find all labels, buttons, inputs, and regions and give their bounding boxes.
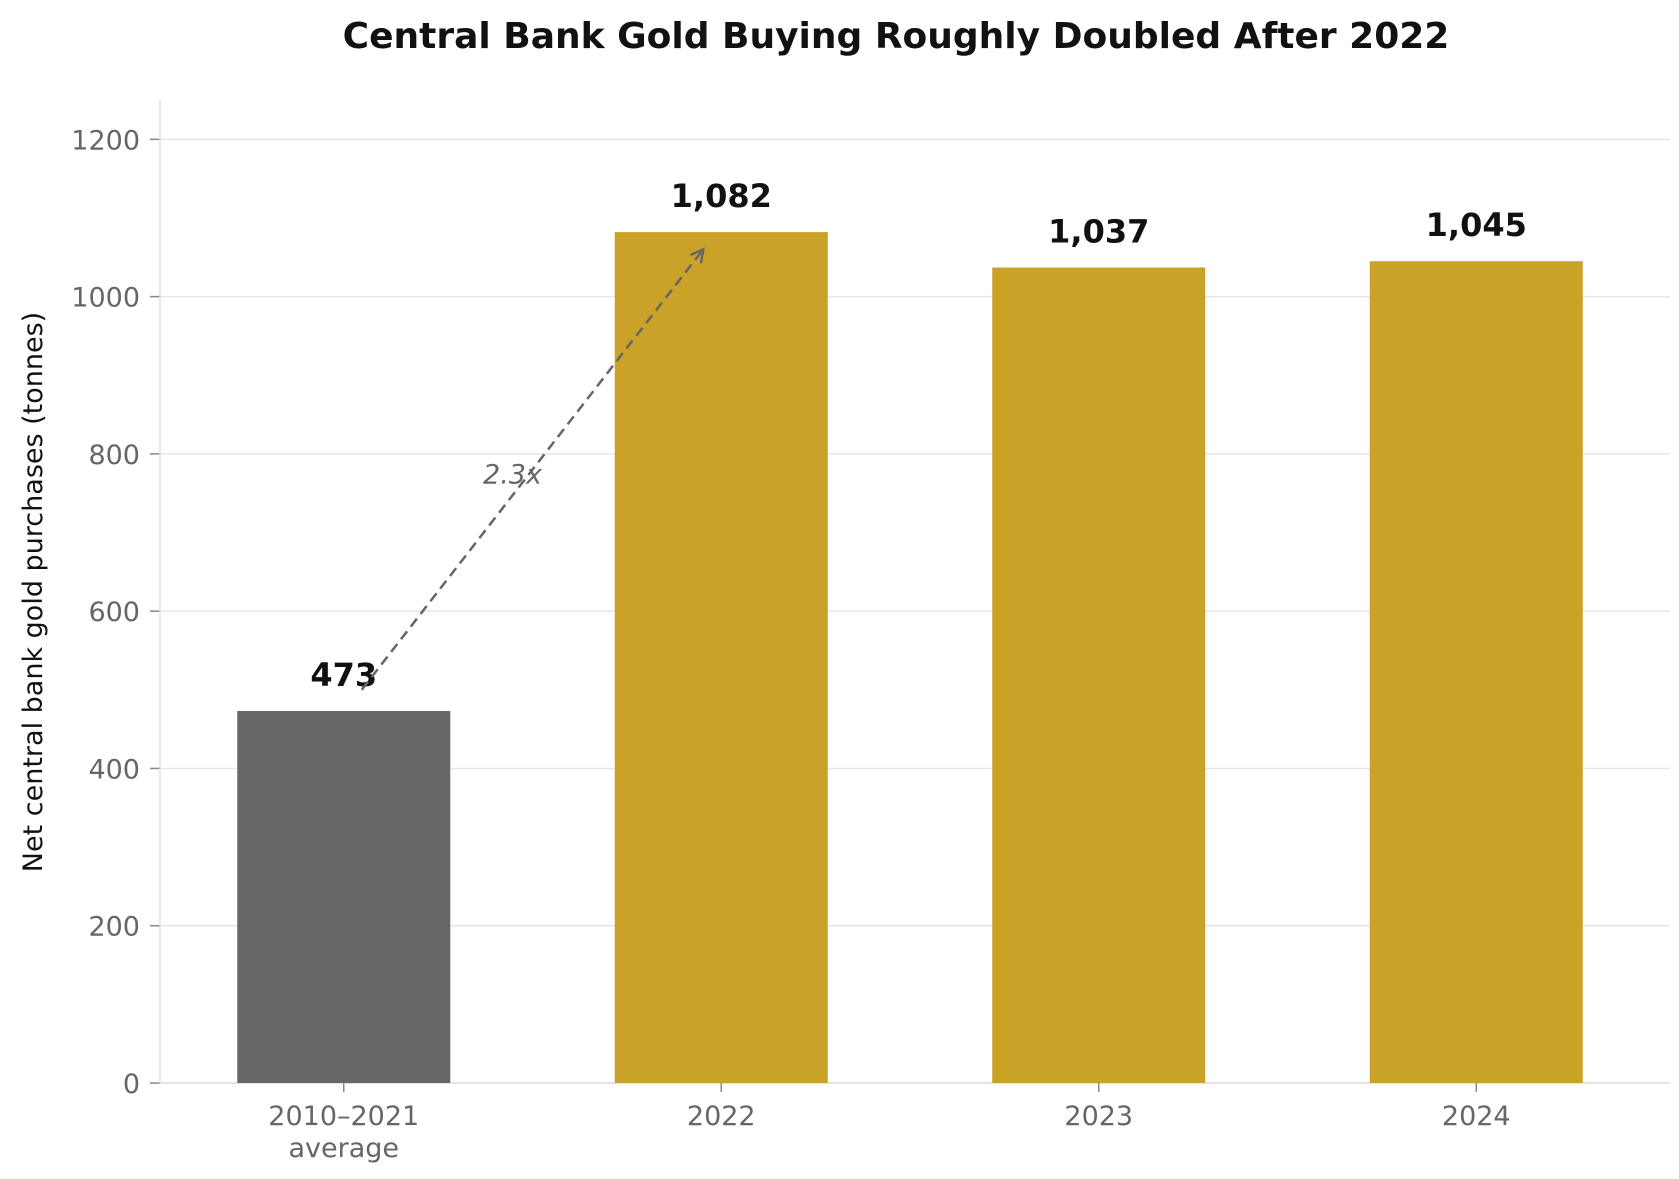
y-tick-labels: 0 200 400 600 800 1000 1200 (71, 125, 140, 1100)
y-axis-label: Net central bank gold purchases (tonnes) (18, 312, 49, 872)
annotation-arrow-head (689, 247, 705, 264)
data-label: 1,045 (1426, 206, 1527, 244)
y-tick-label: 1000 (71, 283, 140, 314)
data-label: 1,037 (1048, 213, 1149, 251)
bar (1369, 261, 1583, 1083)
bar (992, 267, 1206, 1084)
bars (237, 232, 1583, 1084)
annotation-label: 2.3x (483, 460, 543, 491)
y-tick-label: 600 (88, 597, 140, 628)
x-tick-label: average (288, 1133, 399, 1164)
data-label: 473 (310, 656, 377, 694)
bar (614, 232, 828, 1083)
annotation-arrow-line (360, 248, 705, 691)
data-label: 1,082 (671, 177, 772, 215)
bar (237, 711, 451, 1083)
x-tick-label: 2024 (1442, 1101, 1511, 1132)
data-labels: 473 1,082 1,037 1,045 (310, 177, 1527, 694)
chart-title: Central Bank Gold Buying Roughly Doubled… (343, 16, 1450, 57)
y-tick-label: 0 (123, 1069, 140, 1100)
y-tick-label: 200 (88, 912, 140, 943)
x-tick-label: 2010–2021 (268, 1101, 419, 1132)
y-tick-label: 400 (88, 754, 140, 785)
x-tick-label: 2022 (687, 1101, 756, 1132)
growth-annotation: 2.3x (360, 247, 705, 691)
y-tick-label: 1200 (71, 125, 140, 156)
x-tick-label: 2023 (1064, 1101, 1133, 1132)
y-tick-label: 800 (88, 440, 140, 471)
